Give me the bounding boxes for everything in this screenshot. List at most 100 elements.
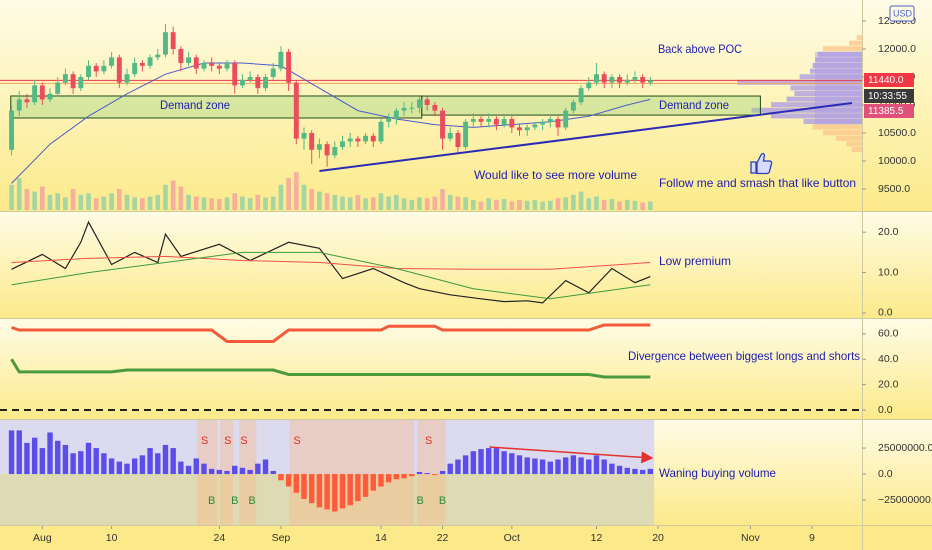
candle-body: [301, 133, 307, 139]
volume-bar: [294, 172, 299, 210]
y-tick-label: 0.0: [878, 307, 893, 319]
candle-body: [224, 63, 230, 69]
candle-body: [324, 144, 330, 156]
x-tick-label: Sep: [272, 532, 291, 544]
marks: Aug 10 24 Sep 14 22 Oct 12 20 Nov 9 9500.0 10000.0 10…: [0, 15, 932, 544]
profile-bar: [851, 147, 862, 152]
candle-body: [16, 99, 22, 111]
volume-bar: [78, 194, 84, 210]
line-series: [11, 255, 651, 270]
bar: [16, 430, 22, 475]
candle-body: [347, 138, 353, 142]
candle-body: [309, 133, 315, 150]
bar: [85, 442, 92, 475]
volume-bar: [116, 189, 122, 210]
bar: [424, 473, 430, 475]
signal-label: S: [425, 435, 432, 447]
volume-bar: [501, 199, 507, 210]
bar: [262, 459, 269, 475]
profile-bar: [751, 107, 862, 113]
bar: [562, 457, 569, 475]
profile-bar: [794, 91, 862, 96]
bar: [108, 458, 115, 475]
candle-body: [632, 77, 638, 80]
volume-bar: [378, 193, 384, 210]
bar: [55, 440, 61, 475]
x-tick-label: 10: [106, 532, 118, 544]
trend-arrow: [489, 446, 654, 464]
candle-body: [501, 119, 507, 125]
volume-bar: [463, 197, 468, 210]
bar: [31, 437, 38, 475]
signal-label: S: [293, 435, 300, 447]
volume-bar: [32, 191, 37, 210]
currency-box: [889, 5, 915, 22]
candle-body: [594, 74, 599, 83]
bar: [493, 448, 500, 475]
bar: [593, 455, 600, 475]
bar: [462, 455, 469, 475]
volume-bar: [170, 180, 176, 210]
candle-body: [32, 85, 38, 103]
candle-body: [609, 77, 615, 83]
bar: [478, 449, 484, 475]
candle-body: [378, 121, 384, 142]
volume-bar: [578, 191, 584, 210]
candle-body: [139, 63, 145, 66]
y-tick-label: 10500.0: [878, 127, 916, 139]
bar: [339, 474, 346, 509]
signal-label: B: [417, 495, 424, 507]
y-tick-label: 12000.0: [878, 43, 916, 55]
line-series: [11, 323, 651, 343]
bar: [131, 458, 138, 475]
y-tick-label: 9500.0: [878, 183, 910, 195]
candle-body: [532, 124, 538, 128]
signal-band: [197, 420, 218, 525]
countdown-box: [864, 89, 914, 103]
candle-body: [170, 32, 176, 49]
volume-bar: [201, 197, 207, 210]
bar: [570, 455, 577, 475]
candle-body: [540, 121, 546, 125]
candle-body: [332, 147, 338, 156]
candle-body: [186, 57, 192, 63]
bar: [347, 474, 353, 506]
bar: [501, 451, 507, 475]
volume-bar: [455, 196, 461, 210]
bar: [270, 470, 276, 475]
candle-body: [416, 99, 422, 108]
y-tick-label: 40.0: [878, 353, 899, 365]
volume-bar: [648, 201, 653, 210]
pane-background: [0, 212, 932, 318]
price-label-box: [864, 104, 914, 118]
x-tick-label: Nov: [741, 532, 760, 544]
volume-bar: [40, 186, 45, 210]
candle-body: [62, 74, 68, 83]
volume-bar: [224, 197, 230, 210]
volume-bar: [263, 197, 268, 210]
y-tick-label: 25000000.0: [878, 442, 932, 454]
profile-bar: [823, 46, 862, 52]
bar: [93, 448, 99, 475]
bar: [639, 469, 646, 475]
volume-bar: [632, 200, 638, 210]
line-series: [10, 358, 651, 379]
volume-bar: [324, 193, 330, 210]
volume-bar: [186, 194, 191, 210]
volume-bar: [601, 199, 607, 210]
price-label: 11440.0: [868, 75, 904, 86]
bar: [185, 465, 192, 475]
volume-bar: [417, 197, 422, 210]
volume-bar: [124, 194, 130, 210]
bar: [624, 467, 630, 475]
volume-bar: [9, 184, 14, 210]
bar: [409, 474, 415, 477]
candle-body: [355, 138, 361, 142]
bar: [470, 451, 477, 475]
profile-bar: [771, 102, 862, 108]
volume-bar: [55, 193, 61, 210]
candle-body: [370, 135, 376, 142]
y-tick-label: 0.0: [878, 468, 893, 480]
volume-bar: [471, 199, 476, 210]
volume-bar: [132, 197, 137, 210]
